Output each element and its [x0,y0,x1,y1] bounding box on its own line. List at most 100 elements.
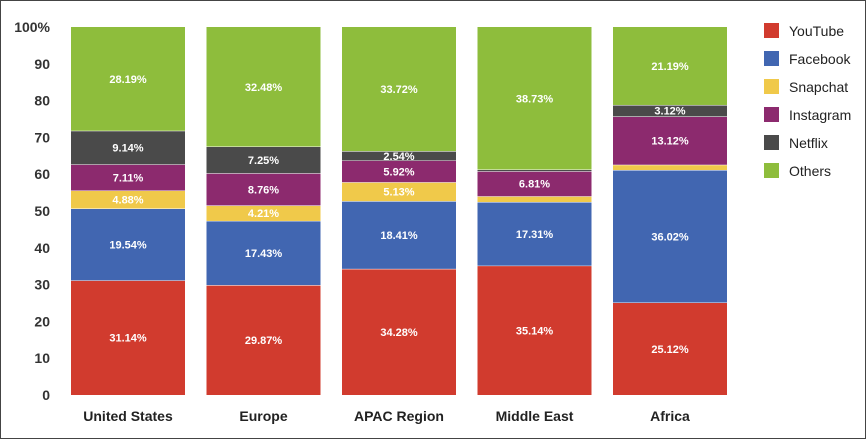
bar-stack-apac-region: 34.28% 18.41% 5.13% 5.92% 2.54% 33.72% [342,27,456,395]
bar-segment-others [477,27,592,170]
x-tick-label: United States [83,408,173,424]
data-label: 5.13% [383,187,414,199]
y-tick-label: 100% [14,19,50,35]
legend-item-youtube: YouTube [764,23,844,39]
y-axis: 0 10 20 30 40 50 60 70 80 90 100% [14,19,50,403]
bar-stack-united-states: 31.14% 19.54% 4.88% 7.11% 9.14% 28.19% [71,27,185,395]
legend-item-facebook: Facebook [764,51,851,67]
bar-segment-snapchat [71,190,185,209]
bar-segment-others [613,27,727,105]
legend-label: Snapchat [789,79,848,95]
bar-segment-others [206,27,321,147]
bar-segment-youtube [613,302,727,395]
bar-segment-facebook [477,201,592,266]
bar-segment-netflix [477,169,592,172]
bar-segment-youtube [342,268,456,395]
x-tick-label: Africa [650,408,690,424]
legend-label: Facebook [789,51,851,67]
bar-segment-instagram [613,116,727,165]
data-label: 3.12% [654,106,685,118]
data-label: 19.54% [109,239,147,251]
bar-stack-middle-east: 35.14%17.31%1.55%6.81%0.46%38.73% [477,27,592,395]
legend-item-snapchat: Snapchat [764,79,848,95]
legend-swatch [764,51,779,66]
legend-swatch [764,107,779,122]
y-tick-label: 70 [34,129,50,145]
y-tick-label: 20 [34,313,50,329]
data-label: 29.87% [245,335,283,347]
legend-swatch [764,163,779,178]
y-tick-label: 60 [34,166,50,182]
bar-stack-africa: 25.12%36.02%1.43%13.12%3.12%21.19% [613,27,727,395]
y-tick-label: 80 [34,93,50,109]
x-tick-label: APAC Region [354,408,444,424]
x-tick-label: Europe [239,408,287,424]
bar-segment-snapchat [342,182,456,202]
legend-swatch [764,23,779,38]
legend-label: YouTube [789,23,844,39]
y-tick-label: 30 [34,277,50,293]
data-label: 28.19% [109,74,147,86]
bar-segment-youtube [71,280,185,395]
y-tick-label: 50 [34,203,50,219]
bar-segment-facebook [342,201,456,269]
data-label: 25.12% [651,344,689,356]
data-label: 38.73% [516,93,554,105]
data-label: 9.14% [112,143,143,155]
bar-segment-snapchat [206,205,321,221]
bar-segment-facebook [206,220,321,286]
legend-label: Others [789,163,831,179]
x-axis: United States Europe APAC Region Middle Eas… [83,408,690,424]
bars: 31.14% 19.54% 4.88% 7.11% 9.14% 28.19% 29.87% 1… [71,27,727,395]
data-label: 17.43% [245,248,283,260]
bar-segment-snapchat [613,164,727,171]
data-label: 33.72% [380,84,418,96]
legend-item-others: Others [764,163,831,179]
bar-segment-others [342,27,456,152]
data-label: 4.21% [248,208,279,220]
legend-swatch [764,79,779,94]
data-label: 31.14% [109,333,147,345]
bar-stack-europe: 29.87% 17.43% 4.21% 8.76% 7.25% 32.48% [206,27,321,395]
legend-swatch [764,135,779,150]
legend: YouTube Facebook Snapchat Instagram Netflix O… [764,23,851,179]
bar-segment-snapchat [477,196,592,202]
data-label: 13.12% [651,136,689,148]
data-label: 17.31% [516,229,554,241]
legend-item-instagram: Instagram [764,107,851,123]
data-label: 35.14% [516,325,554,337]
bar-segment-netflix [613,104,727,117]
y-tick-label: 0 [42,387,50,403]
x-tick-label: Middle East [496,408,574,424]
bar-segment-youtube [477,265,592,395]
legend-label: Netflix [789,135,828,151]
bar-segment-instagram [206,173,321,206]
bar-segment-netflix [71,130,185,165]
data-label: 36.02% [651,231,689,243]
bar-segment-netflix [206,146,321,174]
bar-segment-facebook [613,170,727,303]
bar-segment-others [71,27,185,131]
bar-segment-netflix [342,151,456,161]
bar-segment-instagram [477,171,592,197]
data-label: 4.88% [112,195,143,207]
bar-segment-facebook [71,208,185,281]
data-label: 32.48% [245,82,283,94]
data-label: 8.76% [248,184,279,196]
data-label: 7.25% [248,155,279,167]
data-label: 5.92% [383,166,414,178]
data-label: 34.28% [380,327,418,339]
legend-item-netflix: Netflix [764,135,828,151]
data-label: 6.81% [519,179,550,191]
y-tick-label: 40 [34,240,50,256]
legend-label: Instagram [789,107,851,123]
data-label: 21.19% [651,61,689,73]
data-label: 18.41% [380,230,418,242]
y-tick-label: 90 [34,56,50,72]
y-tick-label: 10 [34,350,50,366]
bar-segment-instagram [71,164,185,191]
data-label: 7.11% [113,172,144,184]
bar-segment-youtube [206,285,321,395]
